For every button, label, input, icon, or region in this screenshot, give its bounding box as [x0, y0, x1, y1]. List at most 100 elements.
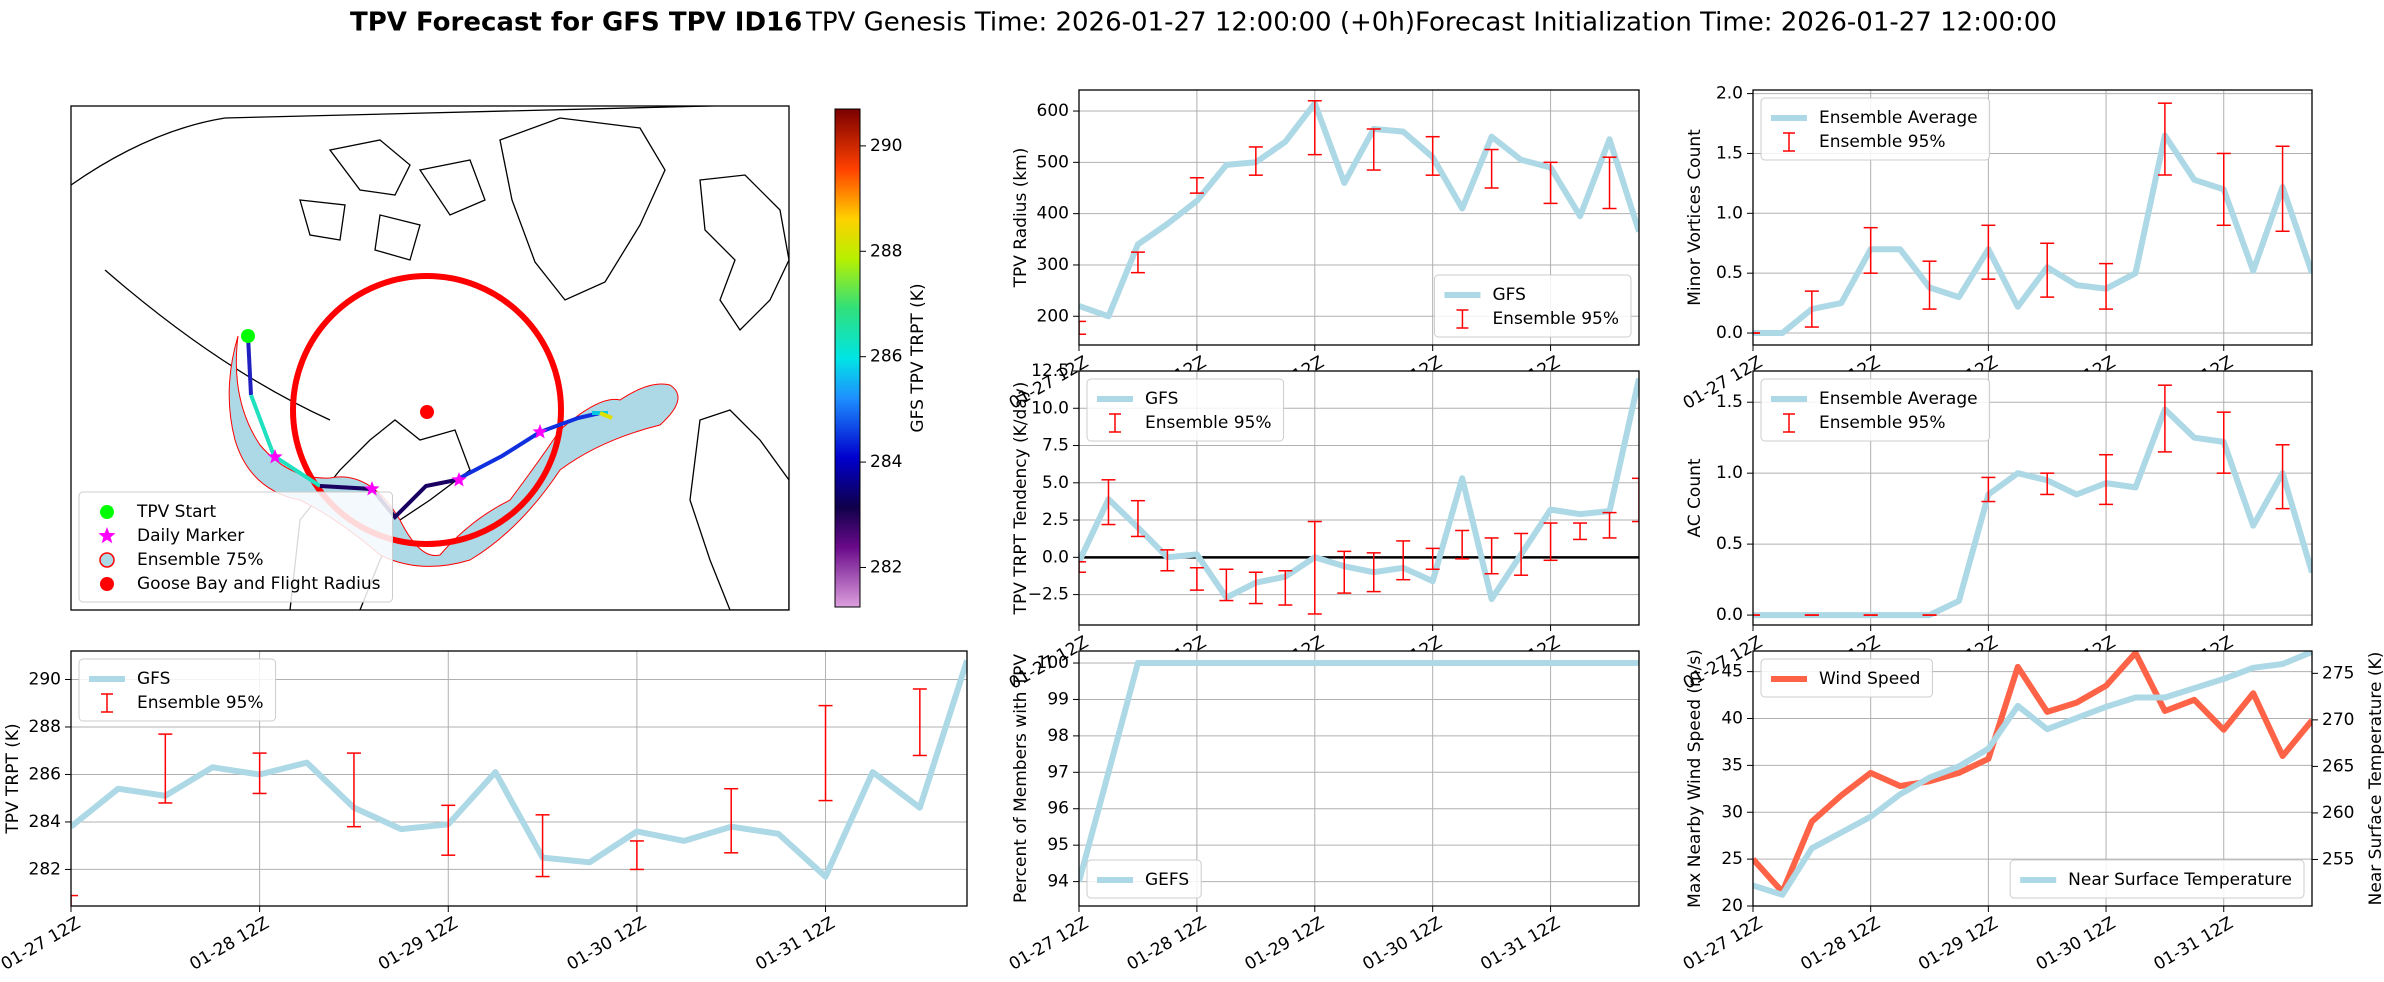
error-bar: [1863, 226, 1878, 274]
plot-frame: [1752, 650, 2313, 907]
goose-bay: [420, 405, 434, 419]
y-tick-label: 99: [1047, 689, 1069, 709]
plot-content: [1753, 102, 2312, 336]
error-bar: [1602, 156, 1617, 210]
legend: GFS Ensemble 95%: [78, 658, 277, 722]
plot-content: [1079, 377, 1639, 615]
y-tick-label: 286: [29, 764, 61, 784]
error-bar: [1366, 128, 1381, 171]
legend-label: Ensemble 95%: [137, 693, 264, 713]
series-line: [1753, 651, 2312, 898]
error-bar: [535, 814, 550, 878]
error-bar: [1248, 146, 1263, 176]
y-tick-label: 300: [1037, 255, 1069, 275]
error-bar: [1101, 479, 1116, 526]
track: [246, 335, 253, 396]
legend-box: [1760, 378, 1991, 442]
y-tick-label: 97: [1047, 762, 1069, 782]
map-meridian: [104, 269, 331, 421]
y-tick-label: 1.5: [1716, 143, 1743, 163]
y-tick-label: 7.5: [1042, 436, 1069, 456]
legend-box: [1086, 378, 1285, 442]
legend-box: [1760, 97, 1991, 161]
y-tick-label: 290: [29, 669, 61, 689]
daily-marker: [451, 472, 467, 487]
tpv-start: [241, 329, 255, 343]
error-bar: [2040, 242, 2055, 298]
error-bar: [1922, 260, 1937, 310]
error-bar: [1455, 529, 1470, 560]
y-tick-label: 30: [1721, 802, 1743, 822]
y-tick-label: 12.5: [1031, 361, 1069, 381]
y-tick-label: 1.0: [1716, 463, 1743, 483]
error-bar: [1981, 476, 1996, 503]
error-bar: [346, 752, 361, 828]
y-axis-label: Max Nearby Wind Speed (m/s): [1685, 649, 1705, 908]
colorbar-tick-label: 284: [870, 452, 902, 472]
flight-radius: [290, 273, 564, 547]
legend: Ensemble Average Ensemble 95%: [1760, 97, 1991, 161]
legend: GEFS: [1086, 859, 1202, 899]
genesis-time: TPV Genesis Time: 2026-01-27 12:00:00 (+…: [805, 8, 1415, 38]
error-bar: [2099, 453, 2114, 506]
y-tick-label: 0.5: [1716, 534, 1743, 554]
y-tick-label: 0.0: [1716, 605, 1743, 625]
plot-content: [1079, 100, 1639, 335]
colorbar-tick-label: 290: [870, 136, 902, 156]
error-bar: [1573, 522, 1588, 541]
plot-frame: [1078, 650, 1640, 907]
legend-label: Near Surface Temperature: [2068, 870, 2292, 890]
x-tick-label: 01-31 12Z: [2150, 913, 2236, 974]
error-bar: [1307, 520, 1322, 615]
legend-label: GFS: [137, 669, 170, 689]
error-bar: [1514, 532, 1529, 576]
x-tick-label: 01-30 12Z: [1359, 913, 1445, 974]
y-tick-label: 40: [1721, 709, 1743, 729]
y-tick-label: 284: [29, 812, 61, 832]
error-bar: [1079, 561, 1086, 573]
legend-marker: [100, 577, 114, 591]
track: [599, 411, 613, 420]
error-bar: [1219, 568, 1234, 602]
y-tick-label: −2.5: [1028, 585, 1069, 605]
y-tick-label: 98: [1047, 726, 1069, 746]
y-tick-label: 0.0: [1042, 547, 1069, 567]
error-bar: [71, 894, 78, 906]
y-tick-label: 96: [1047, 799, 1069, 819]
error-bar: [2216, 152, 2231, 227]
legend-box: [1433, 274, 1632, 338]
y2-tick-label: 275: [2322, 663, 2354, 683]
y-tick-label: 20: [1721, 896, 1743, 916]
legend-label: Ensemble Average: [1819, 389, 1978, 409]
error-bar: [1484, 537, 1499, 575]
legend-label: Daily Marker: [137, 526, 244, 546]
y-tick-label: 600: [1037, 101, 1069, 121]
legend-label: GFS: [1492, 285, 1525, 305]
legend-label: Ensemble Average: [1819, 108, 1978, 128]
legend-label: GEFS: [1145, 870, 1189, 890]
plot-content: [1753, 651, 2312, 898]
series-line: [1079, 100, 1639, 320]
colorbar-tick-label: 286: [870, 347, 902, 367]
legend-label: Ensemble 95%: [1819, 132, 1946, 152]
y-tick-label: 100: [1037, 653, 1069, 673]
legend-box: [78, 658, 277, 722]
y-tick-label: 1.0: [1716, 203, 1743, 223]
daily-marker: [532, 424, 548, 439]
error-bar: [1130, 499, 1145, 538]
series-line: [1753, 406, 2312, 619]
x-tick-label: 01-27 12Z: [1006, 913, 1092, 974]
daily-marker: [267, 449, 283, 464]
legend-label: Ensemble 95%: [1492, 309, 1619, 329]
x-tick-label: 01-30 12Z: [564, 913, 650, 974]
x-tick-label: 01-30 12Z: [2033, 913, 2119, 974]
plot-frame: [1752, 89, 2313, 346]
x-tick-label: 01-28 12Z: [1797, 913, 1883, 974]
map-boundary: [71, 106, 735, 186]
legend-box: [2009, 859, 2305, 899]
error-bar: [1307, 100, 1322, 156]
track: [319, 478, 457, 520]
y-axis-label: TPV TRPT (K): [3, 723, 23, 834]
error-bar: [2275, 444, 2290, 510]
legend: GFS Ensemble 95%: [1433, 274, 1632, 338]
